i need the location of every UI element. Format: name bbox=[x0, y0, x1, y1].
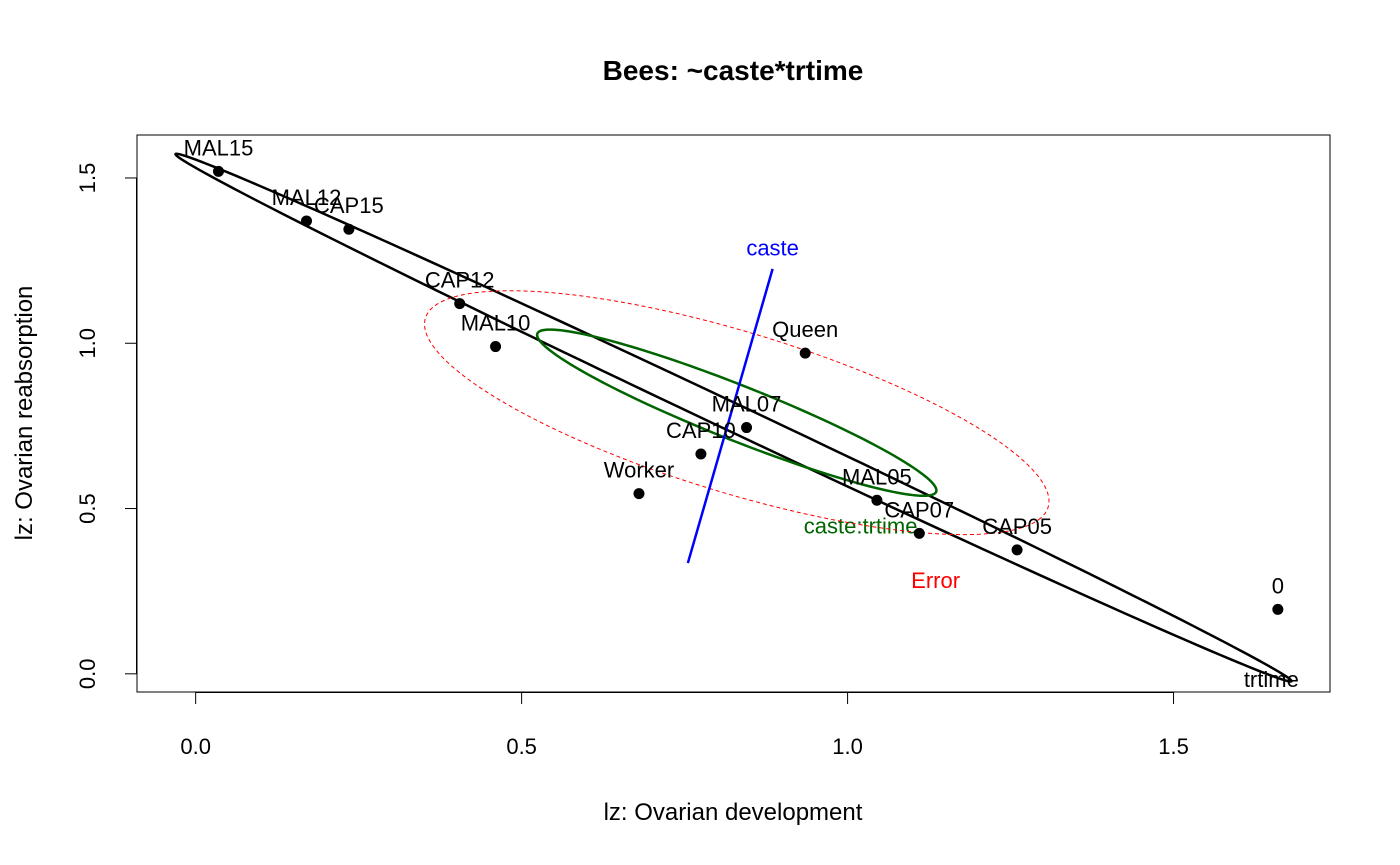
y-tick-label: 1.0 bbox=[75, 328, 100, 359]
data-point-label: Worker bbox=[604, 458, 675, 483]
data-point-label: MAL10 bbox=[461, 311, 531, 336]
data-point-label: MAL07 bbox=[712, 392, 782, 417]
hypothesis-lines: caste bbox=[686, 236, 799, 564]
y-axis-label: lz: Ovarian reabsorption bbox=[11, 286, 38, 541]
data-point bbox=[300, 215, 312, 227]
ellipse-label: Error bbox=[911, 568, 960, 593]
data-point-label: 0 bbox=[1272, 573, 1284, 598]
data-point bbox=[871, 494, 883, 506]
ellipse-caste-trtime bbox=[535, 328, 938, 498]
chart-title: Bees: ~caste*trtime bbox=[603, 55, 864, 86]
data-point bbox=[741, 422, 753, 434]
data-point bbox=[1272, 603, 1284, 615]
data-point-label: CAP12 bbox=[425, 268, 495, 293]
x-axis-label: lz: Ovarian development bbox=[604, 799, 863, 826]
data-point bbox=[633, 488, 645, 500]
data-point bbox=[799, 347, 811, 359]
data-point bbox=[1011, 544, 1023, 556]
ellipse-label: trtime bbox=[1244, 667, 1299, 692]
data-point-label: CAP07 bbox=[884, 497, 954, 522]
ellipse-trtime bbox=[174, 152, 1293, 683]
ellipse-error bbox=[424, 290, 1050, 536]
y-tick-label: 0.5 bbox=[75, 493, 100, 524]
y-axis: 0.0 0.5 1.0 1.5 bbox=[75, 163, 137, 689]
x-tick-label: 1.0 bbox=[832, 734, 863, 759]
data-point-label: CAP10 bbox=[666, 418, 736, 443]
y-tick-label: 1.5 bbox=[75, 163, 100, 194]
data-point bbox=[913, 527, 925, 539]
data-point-label: CAP15 bbox=[314, 193, 384, 218]
data-point bbox=[454, 298, 466, 310]
x-tick-label: 0.0 bbox=[180, 734, 211, 759]
x-tick-label: 0.5 bbox=[506, 734, 537, 759]
data-point bbox=[490, 341, 502, 353]
data-point-label: Queen bbox=[772, 317, 838, 342]
data-point-label: CAP05 bbox=[982, 514, 1052, 539]
hypothesis-ellipses: trtime caste:trtime Error bbox=[174, 152, 1299, 692]
x-axis: 0.0 0.5 1.0 1.5 bbox=[180, 692, 1189, 759]
line-caste bbox=[686, 268, 774, 564]
y-tick-label: 0.0 bbox=[75, 659, 100, 690]
data-point bbox=[212, 165, 224, 177]
data-point-label: MAL05 bbox=[842, 464, 912, 489]
data-point-label: MAL12 bbox=[272, 185, 342, 210]
x-tick-label: 1.5 bbox=[1158, 734, 1189, 759]
line-label: caste bbox=[746, 236, 799, 261]
data-point-label: MAL15 bbox=[184, 135, 254, 160]
ellipse-label: caste:trtime bbox=[804, 513, 918, 538]
data-point bbox=[343, 223, 355, 235]
data-point bbox=[695, 448, 707, 460]
